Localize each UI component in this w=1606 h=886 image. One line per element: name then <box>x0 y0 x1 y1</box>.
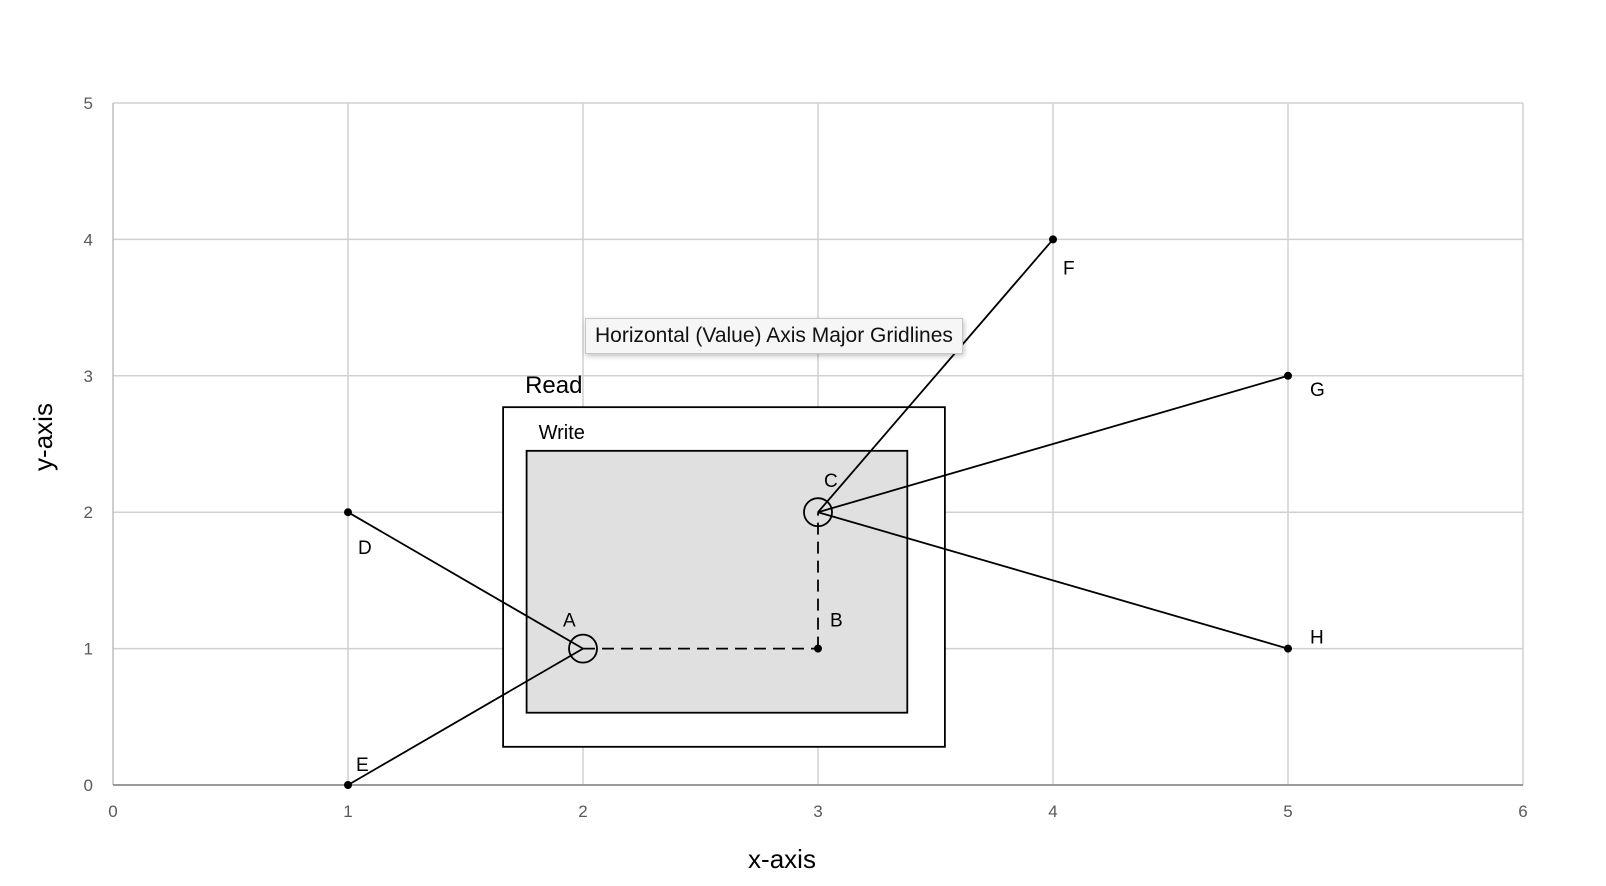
y-tick-label: 5 <box>84 94 93 113</box>
x-tick-label: 0 <box>108 802 117 821</box>
point-E-marker <box>344 781 352 789</box>
x-tick-label: 6 <box>1518 802 1527 821</box>
point-B-marker <box>814 644 822 653</box>
point-H-marker <box>1284 644 1292 653</box>
points <box>344 235 1292 789</box>
segment-CH <box>817 511 1289 650</box>
read-region-label: Read <box>525 372 582 399</box>
gridlines-tooltip: Horizontal (Value) Axis Major Gridlines <box>585 318 963 354</box>
point-G-label: G <box>1310 380 1325 401</box>
point-F-marker <box>1049 235 1057 244</box>
x-tick-label: 2 <box>578 802 587 821</box>
y-tick-label: 3 <box>84 367 93 386</box>
point-C-label: C <box>824 471 838 492</box>
point-A-label: A <box>563 611 576 632</box>
point-F-label: F <box>1063 258 1075 279</box>
segment-DA <box>347 511 584 650</box>
write-region <box>525 449 909 714</box>
y-tick-label: 0 <box>84 776 93 795</box>
x-tick-label: 3 <box>813 802 822 821</box>
point-D-label: D <box>358 538 372 559</box>
segment-CG <box>817 374 1289 514</box>
labels: Read Write A B C D E F G H <box>356 258 1325 776</box>
x-axis-title: x-axis <box>748 844 816 874</box>
point-H-label: H <box>1310 628 1324 649</box>
y-tick-label: 4 <box>84 230 93 249</box>
point-E-label: E <box>356 755 369 776</box>
segment-EA <box>347 647 584 786</box>
segment-CF <box>817 238 1054 513</box>
write-region-label: Write <box>539 422 585 444</box>
y-axis-title: y-axis <box>28 403 58 471</box>
y-tick-label: 1 <box>84 640 93 659</box>
point-B-label: B <box>830 611 843 632</box>
x-tick-label: 5 <box>1283 802 1292 821</box>
regions <box>502 406 946 748</box>
x-tick-label: 1 <box>343 802 352 821</box>
point-C-marker <box>803 497 833 528</box>
segments <box>347 238 1289 786</box>
point-A-marker <box>568 633 598 664</box>
y-tick-label: 2 <box>84 503 93 522</box>
point-G-marker <box>1284 371 1292 380</box>
point-D-marker <box>344 508 352 517</box>
x-tick-label: 4 <box>1048 802 1057 821</box>
